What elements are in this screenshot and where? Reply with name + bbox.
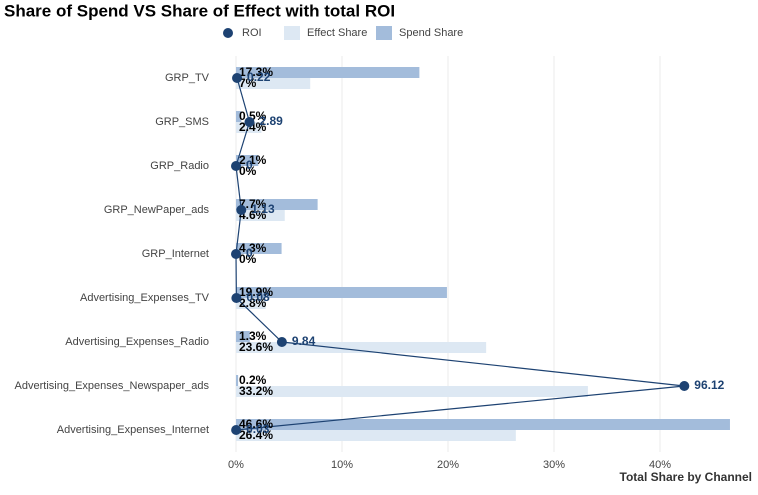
bar [236,67,420,78]
y-tick-label: GRP_SMS [155,116,209,128]
x-tick-label: 0% [228,459,244,471]
data-label: 7.7% [239,197,267,211]
bar [236,210,285,221]
data-label: 17.3% [239,65,273,79]
x-tick-label: 20% [437,459,459,471]
roi-label: 0.08 [246,290,270,304]
y-tick-label: GRP_NewPaper_ads [104,204,210,216]
data-label: 4.3% [239,241,267,255]
roi-point [679,381,690,391]
data-label: 46.6% [239,417,273,431]
roi-label: 2.89 [259,114,283,128]
legend-label: Spend Share [399,27,463,39]
roi-line [235,77,685,431]
roi-label: 1.13 [251,202,275,216]
bar [236,342,487,353]
bar [236,122,262,133]
data-label: 0% [239,252,257,266]
bar [236,375,239,386]
roi-label: 0 [246,246,253,260]
y-tick-label: Advertising_Expenses_Internet [57,424,209,436]
data-label: 23.6% [239,340,273,354]
bar [236,199,318,210]
roi-point [231,249,241,259]
roi-label: 0 [246,158,253,172]
roi-point [231,293,242,303]
legend-swatch [376,26,392,40]
data-label: 0.2% [239,373,267,387]
y-tick-label: GRP_TV [165,72,210,84]
y-tick-label: Advertising_Expenses_Newspaper_ads [15,380,210,392]
roi-label: 0.22 [247,70,271,84]
bar [236,78,311,89]
data-label: 26.4% [239,428,273,442]
roi-point [244,117,255,127]
y-tick-label: GRP_Radio [150,160,209,172]
roi-point [276,337,287,347]
bar [236,419,730,430]
data-label: 0% [239,164,257,178]
bar [236,430,516,441]
legend-marker [223,28,233,38]
data-label: 2.1% [239,153,267,167]
data-label: 33.2% [239,384,273,398]
roi-point [231,161,241,171]
bar [236,386,588,397]
bar [236,155,259,166]
chart-title: Share of Spend VS Share of Effect with t… [4,1,395,20]
legend-label: Effect Share [307,27,367,39]
roi-label: 0.03 [246,422,270,436]
bar [236,111,242,122]
data-label: 7% [239,76,257,90]
legend-label: ROI [242,27,262,39]
data-label: 2.8% [239,296,267,310]
data-label: 19.9% [239,285,273,299]
x-tick-label: 10% [331,459,353,471]
y-tick-label: Advertising_Expenses_Radio [65,336,209,348]
roi-point [232,73,243,83]
roi-label: 9.84 [292,334,316,348]
bar [236,331,250,342]
bar [236,243,282,254]
x-tick-label: 40% [649,459,671,471]
x-tick-label: 30% [543,459,565,471]
legend-swatch [284,26,300,40]
data-label: 1.3% [239,329,267,343]
roi-label: 96.12 [694,378,724,392]
roi-point [236,205,247,215]
bar [236,287,447,298]
y-tick-label: GRP_Internet [142,248,209,260]
y-tick-label: Advertising_Expenses_TV [80,292,210,304]
x-axis-title: Total Share by Channel [620,470,752,484]
roi-point [231,425,242,435]
bar [236,298,266,309]
